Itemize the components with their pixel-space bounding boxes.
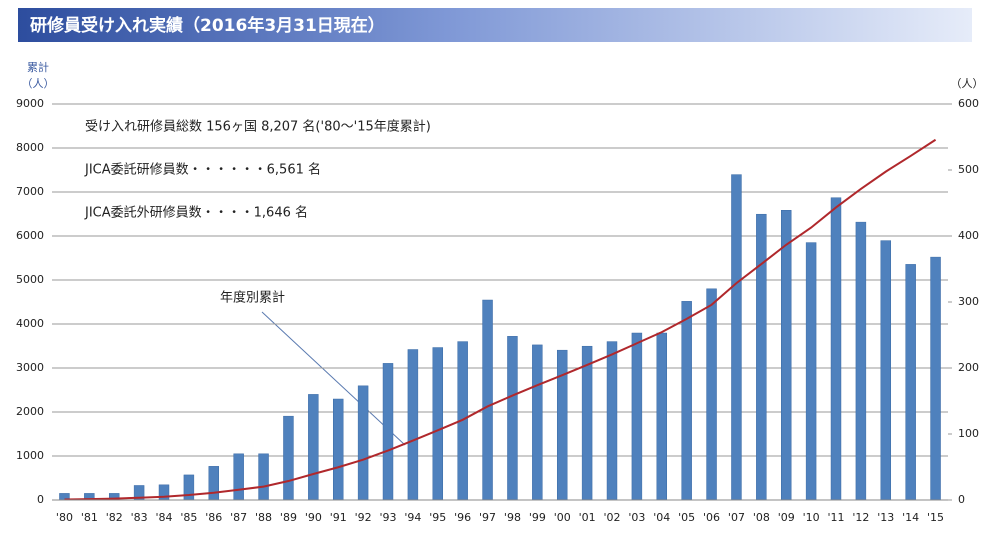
y-tick-label: 9000	[16, 97, 44, 110]
bar	[382, 363, 394, 501]
bar	[756, 213, 767, 501]
x-tick-label: '01	[579, 511, 596, 524]
x-tick-label: '13	[877, 511, 894, 524]
y-tick-label: 3000	[16, 361, 44, 374]
y2-tick-label: 500	[958, 163, 979, 176]
x-tick-label: '02	[603, 511, 620, 524]
bar	[407, 349, 419, 501]
y-axis-label: 累計	[27, 60, 49, 74]
y2-axis-label: （人）	[951, 77, 984, 90]
x-tick-label: '84	[155, 511, 172, 524]
x-tick-label: '83	[131, 511, 148, 524]
annotation: JICA委託研修員数・・・・・・6,561 名	[84, 162, 321, 178]
bar	[258, 453, 269, 501]
x-tick-label: '15	[927, 511, 944, 524]
x-tick-label: '12	[852, 511, 869, 524]
bar	[681, 301, 692, 501]
y-tick-label: 7000	[16, 185, 44, 198]
chart-title: 研修員受け入れ実績（2016年3月31日現在）	[30, 15, 385, 36]
x-tick-label: '92	[355, 511, 372, 524]
x-tick-label: '93	[379, 511, 396, 524]
bar	[283, 415, 294, 501]
x-tick-label: '94	[404, 511, 421, 524]
bar	[482, 299, 493, 501]
bar	[581, 345, 593, 501]
x-tick-label: '96	[454, 511, 471, 524]
bar	[208, 466, 220, 501]
bar	[880, 240, 892, 501]
title-banner	[18, 8, 972, 42]
bar	[780, 210, 792, 501]
bar	[233, 453, 244, 501]
bar	[556, 349, 568, 501]
x-tick-label: '99	[529, 511, 546, 524]
cumulative-line	[64, 138, 937, 501]
x-tick-label: '82	[106, 511, 123, 524]
y-tick-label: 5000	[16, 273, 44, 286]
bar	[357, 385, 369, 501]
x-tick-label: '89	[280, 511, 297, 524]
x-tick-label: '00	[554, 511, 571, 524]
y2-tick-label: 600	[958, 97, 979, 110]
bar	[507, 336, 518, 501]
x-tick-label: '07	[728, 511, 745, 524]
x-tick-label: '04	[653, 511, 670, 524]
y-tick-label: 4000	[16, 317, 44, 330]
x-tick-label: '90	[305, 511, 322, 524]
x-tick-label: '80	[56, 511, 73, 524]
annotation: 受け入れ研修員総数 156ヶ国 8,207 名('80～'15年度累計)	[85, 119, 431, 135]
x-tick-label: '91	[330, 511, 347, 524]
x-tick-label: '06	[703, 511, 720, 524]
x-tick-label: '81	[81, 511, 98, 524]
y-tick-label: 2000	[16, 405, 44, 418]
bar	[656, 332, 668, 501]
y-tick-label: 6000	[16, 229, 44, 242]
x-tick-label: '03	[628, 511, 645, 524]
bar	[332, 398, 344, 501]
y2-tick-label: 200	[958, 361, 979, 374]
x-tick-label: '11	[827, 511, 844, 524]
x-tick-label: '10	[803, 511, 820, 524]
annotation: JICA委託外研修員数・・・・1,646 名	[84, 205, 308, 221]
bar	[631, 332, 643, 501]
bar	[830, 197, 842, 501]
x-tick-label: '98	[504, 511, 521, 524]
y2-tick-label: 300	[958, 295, 979, 308]
y-tick-label: 8000	[16, 141, 44, 154]
x-tick-label: '14	[902, 511, 919, 524]
x-tick-label: '86	[205, 511, 222, 524]
bar	[432, 347, 444, 501]
y2-tick-label: 400	[958, 229, 979, 242]
bar	[706, 288, 717, 501]
y-axis-unit: （人）	[22, 77, 55, 90]
bar	[930, 256, 941, 501]
annotation: 年度別累計	[220, 290, 285, 306]
bar	[805, 242, 817, 501]
bar	[855, 221, 867, 501]
bar	[905, 264, 916, 501]
x-tick-label: '97	[479, 511, 496, 524]
bar	[731, 174, 742, 501]
bar	[606, 341, 618, 501]
y2-tick-label: 0	[958, 493, 965, 506]
bar	[308, 394, 319, 501]
x-tick-label: '08	[753, 511, 770, 524]
leader-line	[261, 311, 406, 446]
y-tick-label: 0	[37, 493, 44, 506]
y2-tick-label: 100	[958, 427, 979, 440]
bar	[532, 344, 543, 501]
x-tick-label: '05	[678, 511, 695, 524]
x-tick-label: '87	[230, 511, 247, 524]
x-tick-label: '85	[180, 511, 197, 524]
x-tick-label: '95	[429, 511, 446, 524]
y-tick-label: 1000	[16, 449, 44, 462]
x-tick-label: '09	[778, 511, 795, 524]
x-tick-label: '88	[255, 511, 272, 524]
